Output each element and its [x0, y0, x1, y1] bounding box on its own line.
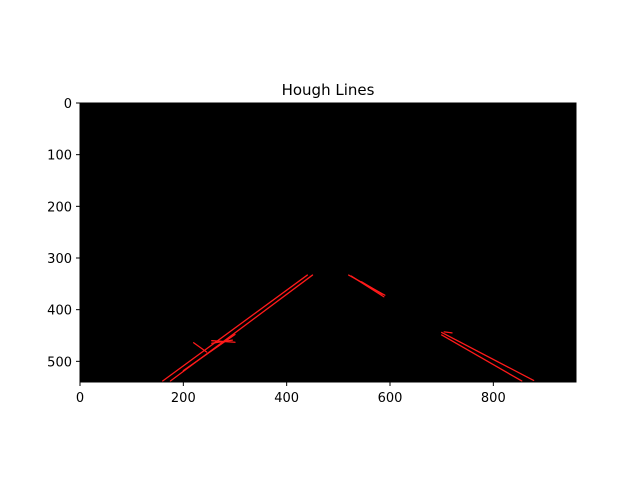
- x-tick-label: 400: [274, 391, 299, 406]
- x-tick-label: 600: [378, 391, 403, 406]
- y-axis: 0 100 200 300 400 500: [47, 97, 80, 370]
- y-tick-label: 500: [47, 355, 72, 370]
- x-tick-label: 0: [76, 391, 84, 406]
- y-tick-label: 100: [47, 149, 72, 164]
- hough-line-segment: [441, 334, 523, 382]
- hough-line-segment: [162, 274, 308, 382]
- y-tick-label: 400: [47, 304, 72, 319]
- x-tick-label: 200: [171, 391, 196, 406]
- chart-title: Hough Lines: [282, 81, 375, 99]
- y-tick-label: 300: [47, 252, 72, 267]
- x-tick-label: 800: [481, 391, 506, 406]
- hough-line-segment: [360, 281, 383, 295]
- hough-line-segment: [193, 342, 208, 353]
- x-axis: 0 200 400 600 800: [76, 382, 506, 406]
- plot-area: [80, 103, 576, 382]
- hough-line-segment: [441, 331, 535, 382]
- plot-frame: [79, 102, 577, 383]
- hough-line-segment: [443, 331, 453, 334]
- hough-line-segment: [211, 339, 234, 344]
- hough-lines-layer: [162, 274, 535, 382]
- hough-line-segment: [350, 275, 385, 298]
- y-tick-label: 0: [64, 97, 72, 112]
- y-tick-label: 200: [47, 200, 72, 215]
